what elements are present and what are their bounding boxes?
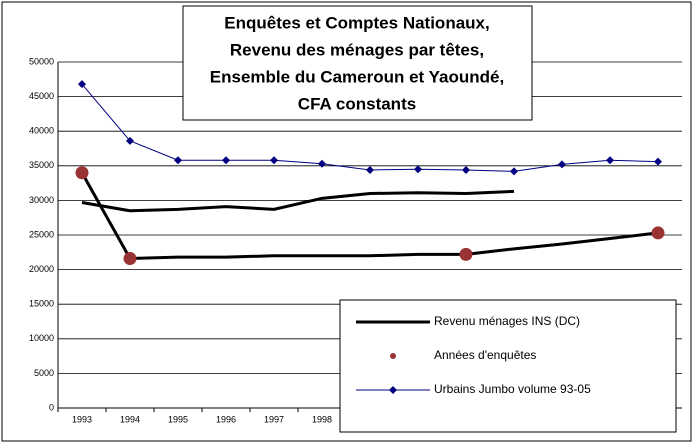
data-point xyxy=(75,166,89,180)
chart-title: Ensemble du Cameroun et Yaoundé, xyxy=(210,67,504,86)
data-point xyxy=(126,136,134,145)
legend-label: Années d'enquêtes xyxy=(434,348,536,362)
data-point xyxy=(318,159,326,168)
x-tick-label: 1996 xyxy=(216,414,236,424)
legend-label: Revenu ménages INS (DC) xyxy=(434,314,580,328)
data-point xyxy=(606,156,614,165)
y-tick-label: 0 xyxy=(49,402,54,412)
data-point xyxy=(459,247,473,261)
chart-title: CFA constants xyxy=(298,94,416,113)
data-point xyxy=(123,252,137,266)
series-line xyxy=(81,189,515,213)
x-tick-label: 1993 xyxy=(72,414,92,424)
y-tick-label: 5000 xyxy=(34,368,54,378)
y-tick-label: 15000 xyxy=(29,299,54,309)
data-point xyxy=(558,160,566,169)
y-tick-label: 25000 xyxy=(29,229,54,239)
data-point xyxy=(651,226,665,240)
y-tick-label: 40000 xyxy=(29,126,54,136)
y-tick-label: 10000 xyxy=(29,333,54,343)
y-tick-label: 45000 xyxy=(29,91,54,101)
data-point xyxy=(78,80,86,89)
data-point xyxy=(510,167,518,176)
y-tick-label: 30000 xyxy=(29,195,54,205)
x-tick-label: 1994 xyxy=(120,414,140,424)
x-tick-label: 1995 xyxy=(168,414,188,424)
x-tick-label: 1997 xyxy=(264,414,284,424)
chart-title: Revenu des ménages par têtes, xyxy=(230,40,484,59)
y-tick-label: 50000 xyxy=(29,56,54,66)
data-point xyxy=(414,165,422,174)
data-point xyxy=(270,156,278,165)
x-tick-label: 1998 xyxy=(312,414,332,424)
data-point xyxy=(366,165,374,174)
data-point xyxy=(462,165,470,174)
title-box xyxy=(182,5,533,121)
series-line xyxy=(80,171,659,261)
data-point xyxy=(654,157,662,166)
legend-marker xyxy=(389,386,397,394)
legend-label: Urbains Jumbo volume 93-05 xyxy=(434,382,591,396)
legend-marker xyxy=(390,353,396,359)
y-tick-label: 35000 xyxy=(29,160,54,170)
y-tick-label: 20000 xyxy=(29,264,54,274)
data-point xyxy=(222,156,230,165)
data-point xyxy=(174,156,182,165)
chart-title: Enquêtes et Comptes Nationaux, xyxy=(224,13,489,32)
